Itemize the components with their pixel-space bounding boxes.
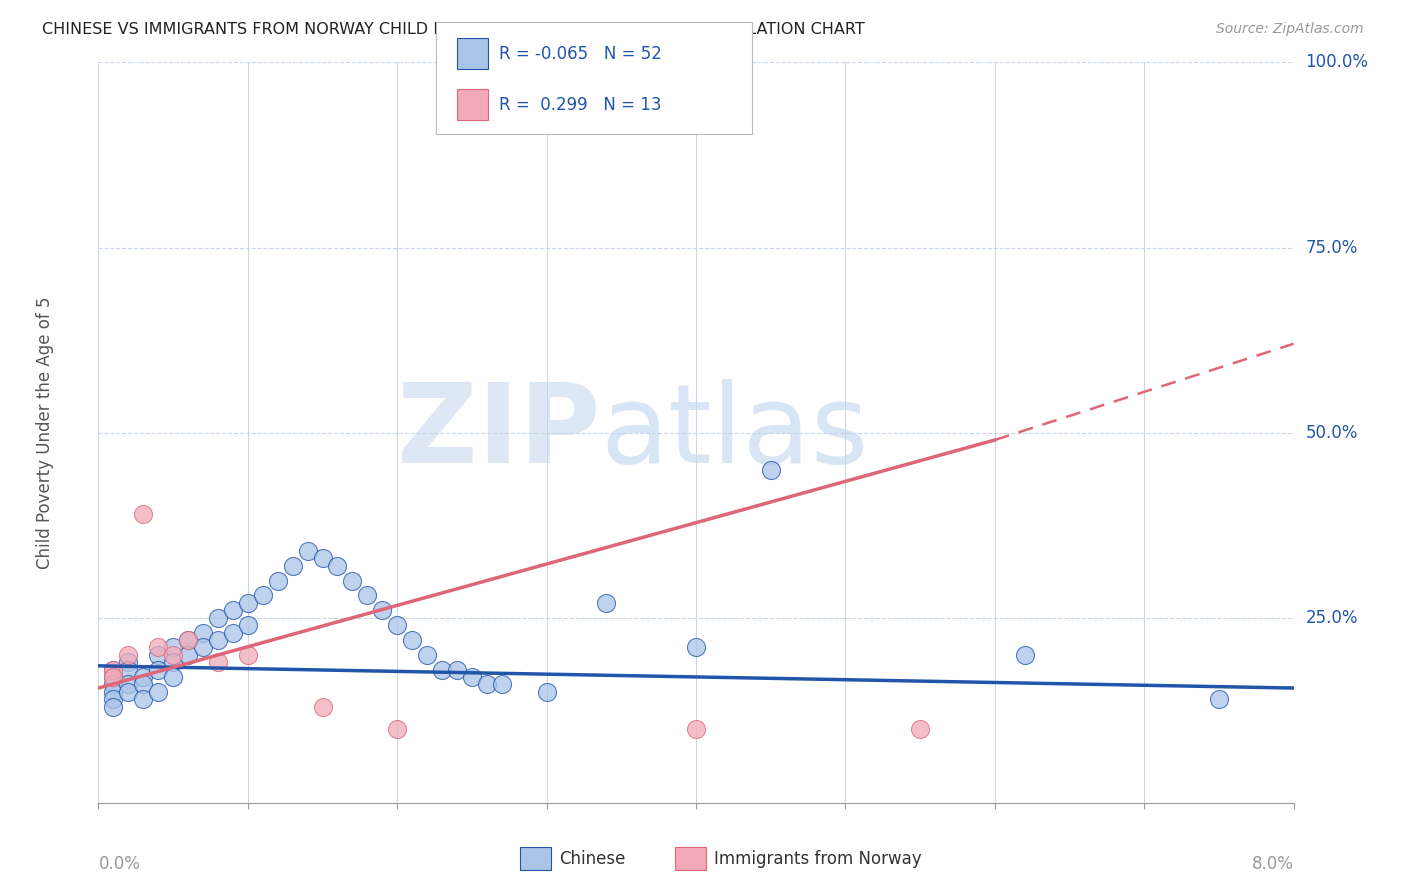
Text: atlas: atlas	[600, 379, 869, 486]
Text: 25.0%: 25.0%	[1306, 608, 1358, 627]
Text: 8.0%: 8.0%	[1251, 855, 1294, 872]
Text: Child Poverty Under the Age of 5: Child Poverty Under the Age of 5	[35, 296, 53, 569]
Text: 100.0%: 100.0%	[1306, 54, 1368, 71]
Text: 0.0%: 0.0%	[98, 855, 141, 872]
Text: ZIP: ZIP	[396, 379, 600, 486]
Text: R =  0.299   N = 13: R = 0.299 N = 13	[499, 95, 662, 114]
Text: 50.0%: 50.0%	[1306, 424, 1358, 442]
Text: CHINESE VS IMMIGRANTS FROM NORWAY CHILD POVERTY UNDER THE AGE OF 5 CORRELATION C: CHINESE VS IMMIGRANTS FROM NORWAY CHILD …	[42, 22, 865, 37]
Text: Chinese: Chinese	[560, 849, 626, 868]
Text: Source: ZipAtlas.com: Source: ZipAtlas.com	[1216, 22, 1364, 37]
Text: 75.0%: 75.0%	[1306, 238, 1358, 257]
Text: Immigrants from Norway: Immigrants from Norway	[714, 849, 922, 868]
Text: R = -0.065   N = 52: R = -0.065 N = 52	[499, 45, 662, 62]
